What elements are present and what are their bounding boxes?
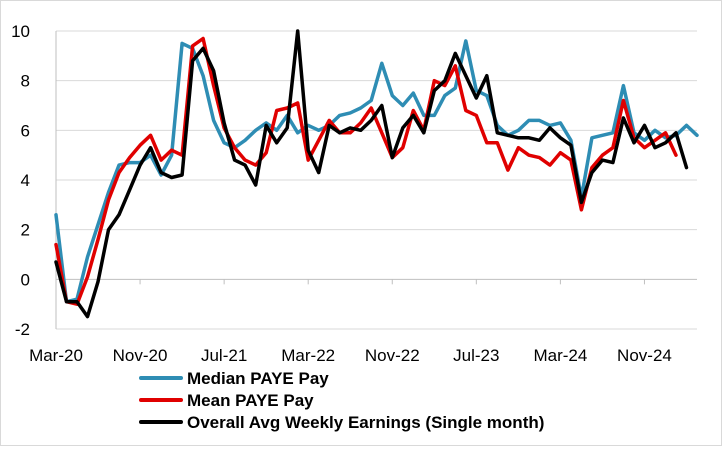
x-axis-ticks: Mar-20 Nov-20 Jul-21 Mar-22 Nov-22 Jul-23 Mar-…	[29, 279, 672, 365]
series-line-1	[54, 39, 699, 304]
series-line-3	[54, 29, 689, 319]
legend-label: Mean PAYE Pay	[187, 391, 314, 410]
y-tick-label: 8	[21, 72, 30, 91]
x-tick-label: Jul-21	[201, 346, 247, 365]
x-tick-label: Nov-20	[113, 346, 168, 365]
y-tick-label: -2	[15, 320, 30, 339]
y-tick-label: 6	[21, 121, 30, 140]
series-line-2	[54, 36, 678, 306]
x-tick-label: Mar-20	[29, 346, 83, 365]
legend: Median PAYE Pay Mean PAYE Pay Overall Avg …	[139, 369, 544, 432]
y-tick-label: 10	[11, 22, 30, 41]
y-axis-ticks: -2 0 2 4 6 8 10	[11, 22, 30, 339]
y-tick-label: 4	[21, 171, 30, 190]
x-tick-label: Mar-24	[533, 346, 587, 365]
series-lines	[54, 29, 699, 319]
legend-label: Overall Avg Weekly Earnings (Single mont…	[187, 413, 544, 432]
y-tick-label: 2	[21, 221, 30, 240]
x-tick-label: Nov-24	[617, 346, 672, 365]
x-tick-label: Nov-22	[365, 346, 420, 365]
x-tick-label: Jul-23	[453, 346, 499, 365]
x-tick-label: Mar-22	[281, 346, 335, 365]
legend-label: Median PAYE Pay	[187, 369, 329, 388]
y-tick-label: 0	[21, 270, 30, 289]
